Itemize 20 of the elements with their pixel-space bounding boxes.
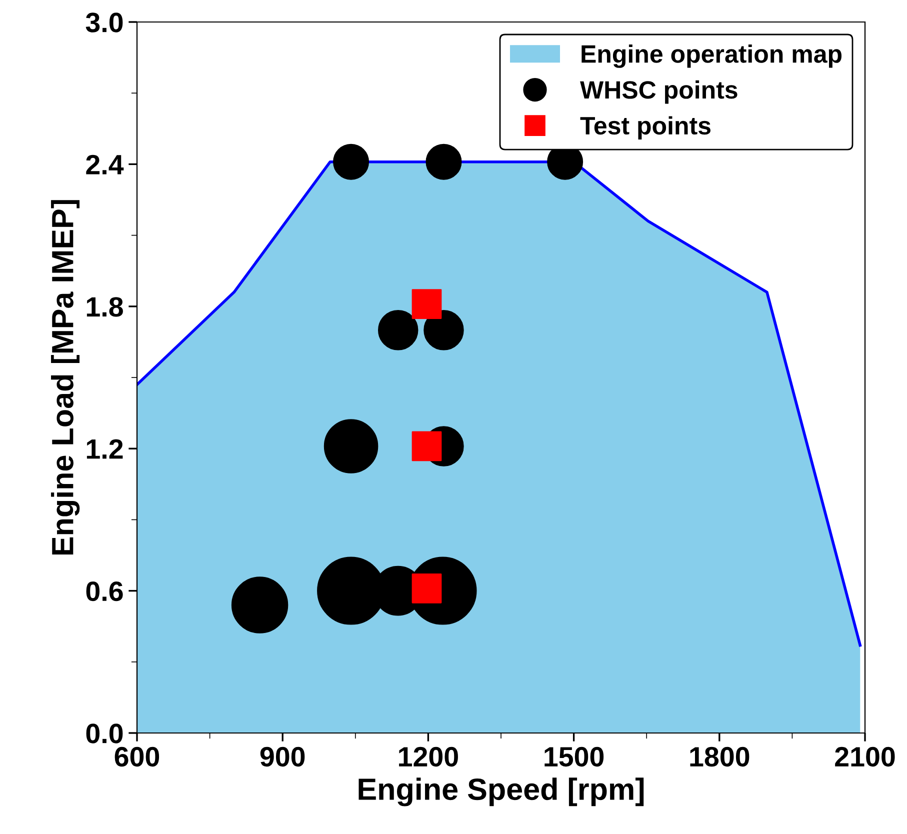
x-tick-label: 1500 bbox=[544, 746, 604, 767]
x-tick-label: 600 bbox=[114, 746, 160, 767]
x-tick-label: 2100 bbox=[835, 746, 895, 767]
y-tick-label: 2.4 bbox=[86, 154, 124, 174]
y-tick-label: 1.8 bbox=[86, 297, 123, 317]
y-tick-label: 0.6 bbox=[86, 581, 123, 602]
legend-label: Engine operation map bbox=[582, 44, 842, 68]
x-tick-label: 900 bbox=[260, 746, 305, 767]
point bbox=[412, 574, 442, 604]
x-tick-label: 1200 bbox=[399, 746, 458, 767]
legend-label: WHSC points bbox=[580, 80, 738, 104]
y-axis-title: Engine Load [MPa IMEP] bbox=[51, 200, 80, 555]
x-tick-label: 1800 bbox=[690, 746, 750, 767]
y-tick-label: 1.2 bbox=[86, 439, 123, 459]
point bbox=[412, 289, 442, 319]
y-tick-label: 3.0 bbox=[86, 12, 123, 32]
x-axis-title: Engine Speed [rpm] bbox=[358, 778, 644, 806]
legend-label: Test points bbox=[580, 116, 710, 140]
y-tick-label: 0.0 bbox=[86, 724, 123, 744]
point bbox=[412, 431, 442, 462]
